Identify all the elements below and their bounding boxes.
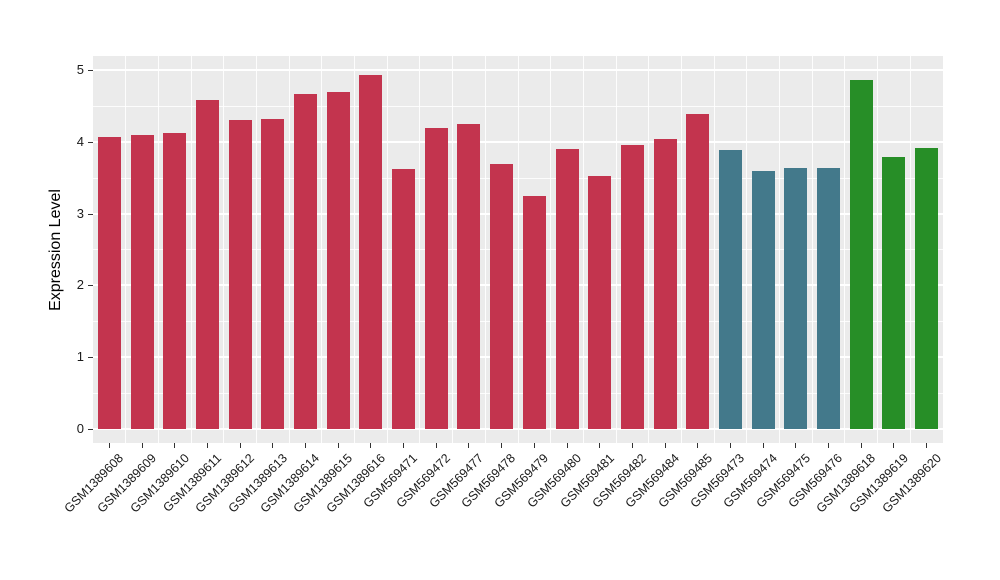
- bar: [719, 150, 742, 429]
- bar: [751, 170, 775, 429]
- bar: [457, 123, 481, 429]
- bar: [326, 92, 350, 429]
- x-axis-tick: [893, 443, 895, 448]
- gridline-vertical: [386, 56, 388, 443]
- bar: [163, 132, 187, 429]
- gridline-vertical: [844, 56, 846, 443]
- x-tick-label: GSM1389620: [879, 451, 944, 516]
- bar: [849, 79, 873, 429]
- bar: [588, 176, 612, 429]
- y-axis-tick: [88, 141, 93, 143]
- bar: [620, 145, 644, 429]
- gridline-vertical: [779, 56, 781, 443]
- x-axis-tick: [795, 443, 797, 448]
- gridline-vertical: [713, 56, 715, 443]
- bar: [882, 156, 906, 429]
- x-axis-tick: [141, 443, 143, 448]
- gridline-vertical: [288, 56, 290, 443]
- y-tick-label: 3: [76, 205, 84, 221]
- gridline-vertical: [550, 56, 552, 443]
- bar: [392, 169, 416, 429]
- x-axis-tick: [501, 443, 503, 448]
- x-axis-tick: [337, 443, 339, 448]
- bar: [424, 127, 448, 429]
- x-axis-tick: [206, 443, 208, 448]
- gridline-vertical: [680, 56, 682, 443]
- y-tick-label: 4: [76, 133, 84, 149]
- gridline-vertical: [452, 56, 454, 443]
- gridline-vertical: [648, 56, 650, 443]
- gridline-vertical: [746, 56, 748, 443]
- y-axis-tick: [88, 428, 93, 430]
- x-axis-tick: [762, 443, 764, 448]
- bar: [195, 99, 219, 429]
- plot-panel: [93, 56, 943, 443]
- gridline-vertical: [223, 56, 225, 443]
- x-axis-tick: [370, 443, 372, 448]
- gridline-vertical: [321, 56, 323, 443]
- x-axis-tick: [108, 443, 110, 448]
- x-axis-tick: [566, 443, 568, 448]
- bar: [490, 164, 514, 429]
- bar: [915, 147, 939, 429]
- y-axis-tick: [88, 356, 93, 358]
- x-axis-tick: [730, 443, 731, 448]
- gridline-vertical: [354, 56, 356, 443]
- x-axis-tick: [305, 443, 306, 448]
- x-axis-tick: [468, 443, 470, 448]
- x-axis-tick: [599, 443, 601, 448]
- x-axis-tick: [828, 443, 830, 448]
- bar: [294, 93, 317, 429]
- bar: [228, 120, 252, 429]
- x-axis-tick: [697, 443, 699, 448]
- y-axis-tick: [88, 285, 93, 287]
- y-tick-label: 1: [76, 348, 84, 364]
- gridline-vertical: [811, 56, 813, 443]
- gridline-vertical: [125, 56, 127, 443]
- x-axis-tick: [272, 443, 274, 448]
- bar: [261, 118, 285, 429]
- bar: [784, 168, 808, 429]
- x-axis-tick: [860, 443, 862, 448]
- x-axis-tick: [174, 443, 176, 448]
- gridline-vertical: [484, 56, 486, 443]
- x-axis-tick: [533, 443, 535, 448]
- y-axis-tick: [88, 213, 93, 215]
- gridline-vertical: [419, 56, 421, 443]
- bar: [359, 75, 383, 429]
- y-tick-label: 5: [76, 62, 84, 78]
- bar: [130, 135, 154, 429]
- x-axis-tick: [239, 443, 241, 448]
- gridline-vertical: [909, 56, 911, 443]
- gridline-vertical: [877, 56, 879, 443]
- gridline-vertical: [157, 56, 159, 443]
- bar: [817, 168, 841, 429]
- y-axis-tick: [88, 70, 93, 72]
- x-axis-tick: [403, 443, 405, 448]
- y-axis-title: Expression Level: [47, 189, 64, 311]
- gridline-vertical: [582, 56, 584, 443]
- gridline-vertical: [190, 56, 192, 443]
- y-tick-label: 0: [76, 420, 84, 436]
- bar: [686, 113, 710, 429]
- gridline-vertical: [615, 56, 617, 443]
- x-axis-tick: [664, 443, 666, 448]
- x-axis-tick: [435, 443, 437, 448]
- x-axis-tick: [926, 443, 928, 448]
- bar: [653, 139, 677, 429]
- bar: [555, 149, 579, 429]
- bar: [522, 196, 546, 429]
- gridline-vertical: [517, 56, 519, 443]
- bar: [97, 136, 121, 429]
- y-tick-label: 2: [76, 277, 84, 293]
- gridline-vertical: [255, 56, 257, 443]
- x-axis-tick: [631, 443, 633, 448]
